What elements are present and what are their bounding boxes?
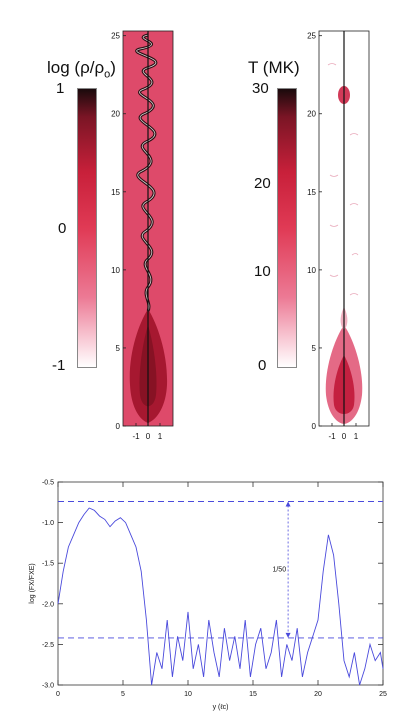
density-title-close: ) [110,58,116,77]
density-ytick-label: 20 [111,110,120,119]
temperature-colorbar-tick-20: 20 [254,175,271,192]
density-colorbar-tick-neg1: -1 [52,357,66,374]
y-tick-label: -3.0 [42,683,54,690]
y-tick-label: -2.0 [42,601,54,608]
density-title-rho: ρ [80,58,90,77]
density-title-rho0: ρ [94,58,105,77]
x-tick-label: 15 [249,691,257,698]
temperature-filament-traces [327,63,359,296]
temperature-xtick-label: 0 [342,432,347,441]
density-colorbar [77,88,97,368]
temperature-xtick-label: -1 [328,432,336,441]
density-ytick-label: 0 [116,422,121,431]
temperature-y-ticks: 0 5 10 15 20 25 [307,32,322,431]
y-axis-label: log (FX/FXE) [29,563,36,603]
density-colorbar-tick-0: 0 [58,220,67,237]
x-tick-label: 10 [184,691,192,698]
density-title-text: log ( [47,58,81,77]
x-tick-label: 25 [379,691,387,698]
density-title-slash: / [89,58,95,77]
annotation-label: 1/50 [272,567,286,574]
density-ytick-label: 10 [111,266,120,275]
density-xtick-label: 0 [146,432,151,441]
y-tick-label: -2.5 [42,642,54,649]
temperature-colorbar-tick-0: 0 [258,357,267,374]
temperature-ytick-label: 5 [312,344,317,353]
density-x-ticks: -1 0 1 [132,423,163,441]
density-xtick-label: 1 [158,432,163,441]
chart-frame [57,481,384,686]
temperature-colorbar-tick-10: 10 [254,263,271,280]
x-tick-label: 0 [56,691,60,698]
y-tick-label: -1.5 [42,561,54,568]
y-tick-label: -0.5 [42,480,54,487]
density-ytick-label: 25 [111,32,120,41]
temperature-colorbar [277,88,297,368]
temperature-ytick-label: 10 [307,266,316,275]
temperature-ytick-label: 15 [307,188,316,197]
temperature-colorbar-title: T (MK) [248,58,300,77]
density-y-ticks: 0 5 10 15 20 25 [111,32,126,431]
x-tick-label: 20 [314,691,322,698]
density-ytick-label: 5 [116,344,121,353]
density-title-subscript: o [104,68,111,81]
annotation-arrowhead-bottom [285,632,291,638]
flux-series-line [57,507,384,686]
x-axis-label: y (ℓc) [213,704,229,711]
temperature-ytick-label: 0 [312,422,317,431]
y-tick-label: -1.0 [42,520,54,527]
temperature-ytick-label: 25 [307,32,316,41]
density-colorbar-tick-1: 1 [56,80,65,97]
x-tick-label: 5 [121,691,125,698]
density-xtick-label: -1 [132,432,140,441]
density-ytick-label: 15 [111,188,120,197]
temperature-colorbar-tick-30: 30 [252,80,269,97]
temperature-ytick-label: 20 [307,110,316,119]
annotation-arrowhead-top [285,501,291,507]
flux-chart: 0 5 10 15 20 25 -0.5 -1.0 -1.5 -2.0 -2.5 -3.0 1/50 y … [29,480,387,712]
temperature-xtick-label: 1 [354,432,359,441]
density-colorbar-title: log (ρ/ρo) [47,58,116,80]
temperature-x-ticks: -1 0 1 [328,423,359,441]
